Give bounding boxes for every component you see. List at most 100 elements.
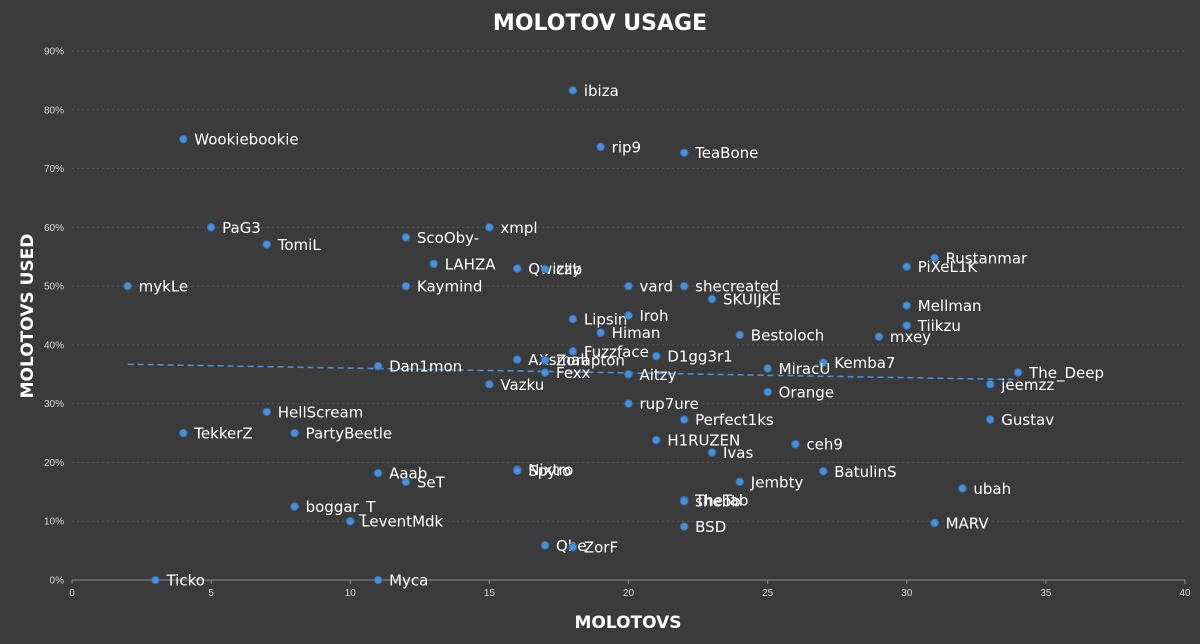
- y-tick-label: 40%: [44, 340, 64, 351]
- axes: 0% 10% 20% 30% 40% 50% 60% 70% 80% 90% 0 5 10 15 20 25 3…: [44, 47, 1191, 600]
- data-point: [707, 294, 717, 304]
- data-point: [123, 281, 132, 291]
- data-point: [373, 361, 383, 371]
- data-point: [930, 518, 939, 528]
- x-tick-label: 35: [1040, 588, 1052, 599]
- data-point: [373, 468, 383, 478]
- point-label: Spyro: [528, 462, 571, 480]
- data-point: [985, 415, 995, 424]
- point-label: Nixtro: [528, 461, 573, 479]
- data-point: [818, 358, 828, 367]
- point-label: Mellman: [918, 297, 982, 315]
- point-label: Perfect1ks: [695, 411, 774, 429]
- point-label: H1RUZEN: [667, 432, 740, 450]
- data-point: [624, 281, 633, 291]
- point-label: PiXeL1K: [918, 258, 979, 276]
- point-label: rup7ure: [640, 395, 699, 413]
- y-tick-label: 50%: [44, 282, 64, 293]
- point-label: ubah: [973, 480, 1011, 498]
- point-label: Kemba7: [834, 354, 895, 372]
- point-label: Kaymind: [417, 278, 482, 296]
- data-point: [512, 355, 522, 364]
- point-label: AXsmall: [528, 351, 589, 369]
- data-point: [485, 223, 494, 232]
- data-point: [1013, 368, 1023, 377]
- data-point: [763, 364, 772, 373]
- data-point: [540, 264, 550, 274]
- point-label: TekkerZ: [193, 425, 252, 443]
- point-label: LAHZA: [445, 255, 497, 273]
- data-point: [206, 223, 216, 232]
- data-point: [679, 281, 689, 291]
- data-point: [401, 233, 411, 242]
- point-label: ceh9: [806, 436, 843, 454]
- point-label: ibiza: [584, 82, 619, 100]
- y-tick-label: 70%: [44, 164, 64, 175]
- data-point: [401, 281, 411, 291]
- point-label: TomiL: [277, 236, 322, 254]
- y-tick-label: 90%: [44, 47, 64, 58]
- point-label: Zorapton: [556, 352, 625, 370]
- x-tick-label: 0: [69, 588, 75, 599]
- data-point: [290, 502, 299, 511]
- point-label: Himan: [612, 324, 661, 342]
- point-label: TheTab: [694, 492, 748, 510]
- data-point: [401, 477, 411, 487]
- data-point: [596, 328, 605, 337]
- data-point: [679, 148, 689, 157]
- data-point: [429, 259, 439, 269]
- data-point: [735, 330, 745, 340]
- data-point: [930, 253, 939, 263]
- data-point: [679, 522, 689, 531]
- data-point: [902, 301, 912, 310]
- data-point: [151, 575, 160, 585]
- point-label: vard: [640, 278, 674, 296]
- point-label: TeaBone: [694, 144, 758, 162]
- point-label: The_Deep: [1028, 364, 1104, 383]
- data-point: [679, 415, 689, 424]
- y-tick-label: 10%: [44, 517, 64, 528]
- data-point: [735, 477, 745, 487]
- data-point: [568, 347, 578, 356]
- data-point: [290, 428, 299, 438]
- data-point: [624, 399, 633, 408]
- data-point: [902, 262, 912, 272]
- point-label: shebb: [695, 493, 741, 511]
- x-tick-label: 20: [623, 588, 635, 599]
- data-point: [568, 314, 578, 324]
- x-tick-label: 10: [345, 588, 357, 599]
- y-tick-label: 60%: [44, 223, 64, 234]
- data-point: [624, 369, 633, 379]
- chart-title: MOLOTOV USAGE: [493, 11, 707, 36]
- point-label: Ivas: [723, 444, 753, 462]
- data-point: [652, 351, 661, 361]
- data-point: [624, 311, 633, 320]
- data-point: [540, 355, 550, 365]
- point-label: Fuzzface: [584, 343, 649, 361]
- x-axis-title: MOLOTOVS: [574, 613, 681, 633]
- data-point: [373, 575, 383, 585]
- point-label: Vazku: [500, 376, 544, 394]
- data-point: [485, 379, 494, 389]
- data-point: [568, 542, 578, 552]
- point-label: LeventMdk: [361, 513, 443, 531]
- data-point: [512, 466, 522, 475]
- x-tick-label: 15: [484, 588, 496, 599]
- point-label: SKUIJKE: [723, 291, 781, 309]
- data-point: [652, 435, 661, 445]
- y-tick-label: 20%: [44, 458, 64, 469]
- data-point: [763, 387, 772, 397]
- point-label: Lipsin: [584, 311, 628, 329]
- point-label: MARV: [946, 514, 990, 532]
- point-label: MiracU: [779, 360, 831, 378]
- point-label: Aitzy: [640, 366, 677, 384]
- data-point: [512, 264, 522, 273]
- point-label: rip9: [612, 138, 641, 156]
- data-point: [985, 379, 995, 389]
- point-label: Gustav: [1001, 411, 1054, 429]
- point-label: Iroh: [640, 307, 669, 325]
- data-point: [540, 541, 550, 550]
- data-point: [345, 516, 355, 526]
- data-point: [818, 466, 828, 476]
